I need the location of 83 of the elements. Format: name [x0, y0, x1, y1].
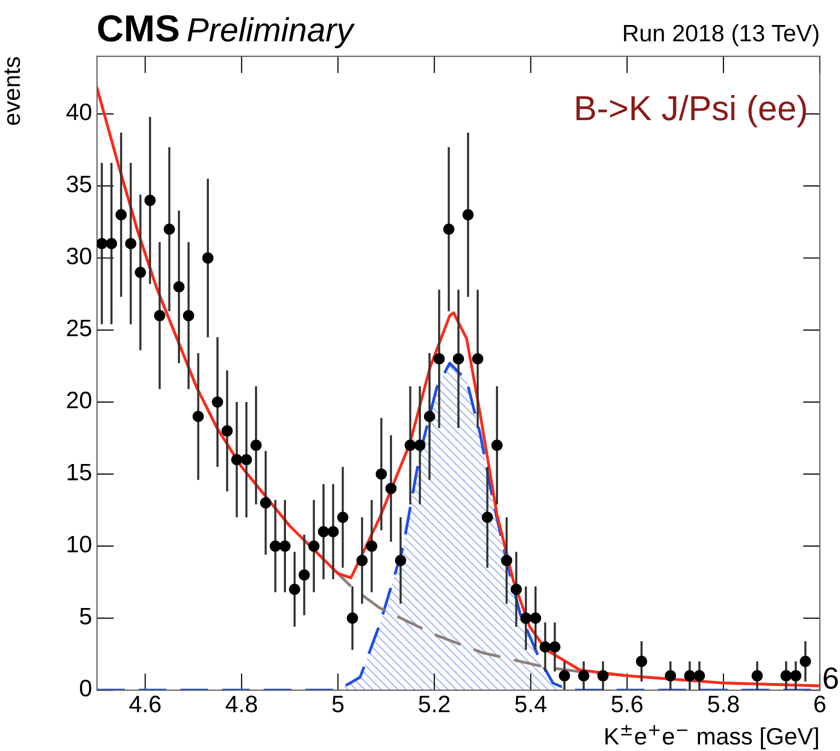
point — [462, 209, 474, 220]
point — [395, 554, 406, 566]
point — [664, 670, 676, 682]
point — [414, 440, 426, 451]
point — [452, 353, 464, 364]
y-tick-label: 0 — [80, 680, 92, 697]
point — [337, 512, 348, 523]
point — [472, 353, 484, 364]
chart-subtitle: Preliminary — [188, 17, 355, 48]
point — [270, 540, 281, 552]
x-tick-label: 6 — [814, 696, 826, 712]
point — [106, 238, 118, 250]
point — [491, 440, 503, 451]
point — [318, 526, 330, 538]
point — [260, 497, 272, 509]
y-tick-label: 5 — [80, 608, 92, 624]
point — [694, 670, 705, 682]
x-tick-label: 4.6 — [129, 696, 161, 712]
point — [424, 410, 436, 422]
point — [212, 396, 224, 408]
point — [231, 454, 242, 466]
x-tick-label: 5.6 — [612, 696, 642, 712]
point — [752, 670, 763, 682]
point — [346, 612, 358, 624]
point — [597, 670, 609, 682]
point — [780, 670, 792, 682]
y-tick-label: 40 — [66, 104, 92, 120]
point — [250, 440, 262, 451]
x-tick-label: 5.8 — [708, 696, 739, 712]
point — [376, 468, 387, 480]
point — [308, 540, 320, 552]
point — [154, 310, 166, 322]
point — [385, 482, 397, 494]
x-tick-label: 5.4 — [515, 696, 546, 712]
y-axis-title: events — [4, 57, 20, 125]
point — [800, 656, 811, 667]
point — [636, 656, 648, 667]
point — [684, 670, 696, 682]
point — [134, 266, 146, 278]
point — [97, 238, 108, 250]
y-tick-label: 30 — [66, 248, 92, 264]
point — [366, 540, 378, 552]
point — [558, 670, 570, 682]
point — [356, 554, 368, 566]
point — [279, 540, 291, 552]
text: Run 2018 (13 TeV) — [624, 24, 818, 46]
point — [520, 612, 532, 624]
point — [790, 670, 802, 682]
y-tick-label: 10 — [68, 536, 92, 552]
point — [530, 612, 542, 624]
y-tick-label: 35 — [66, 176, 92, 192]
x-tick-label: 5 — [332, 696, 344, 712]
point — [182, 310, 194, 322]
point — [434, 353, 445, 364]
point — [125, 238, 136, 250]
point — [404, 440, 416, 451]
point — [298, 569, 310, 581]
point — [540, 641, 551, 653]
point — [510, 584, 522, 595]
point — [443, 224, 454, 235]
point — [144, 194, 156, 206]
point — [549, 641, 560, 653]
point — [240, 454, 252, 466]
y-tick-label: 20 — [67, 392, 92, 408]
point — [328, 526, 339, 538]
x-tick-label: 4.8 — [226, 696, 257, 712]
point — [501, 554, 512, 566]
point — [288, 584, 300, 595]
point — [482, 512, 493, 523]
y-tick-label: 15 — [68, 464, 92, 480]
x-tick-label: 5.2 — [418, 696, 450, 712]
point — [173, 281, 185, 292]
point — [192, 410, 204, 422]
point — [578, 670, 590, 682]
point — [164, 224, 175, 235]
point — [116, 209, 127, 220]
point — [202, 252, 214, 264]
x-axis-title: K$^{±}$e$^{+}$e$^{−}$ mass [GeV] — [606, 725, 818, 750]
text: 6 — [824, 667, 838, 689]
y-tick-label: 25 — [67, 320, 92, 336]
point — [222, 425, 233, 436]
annotation: B->K J/Psi (ee) — [576, 94, 806, 128]
chart-title: CMS — [98, 15, 178, 42]
